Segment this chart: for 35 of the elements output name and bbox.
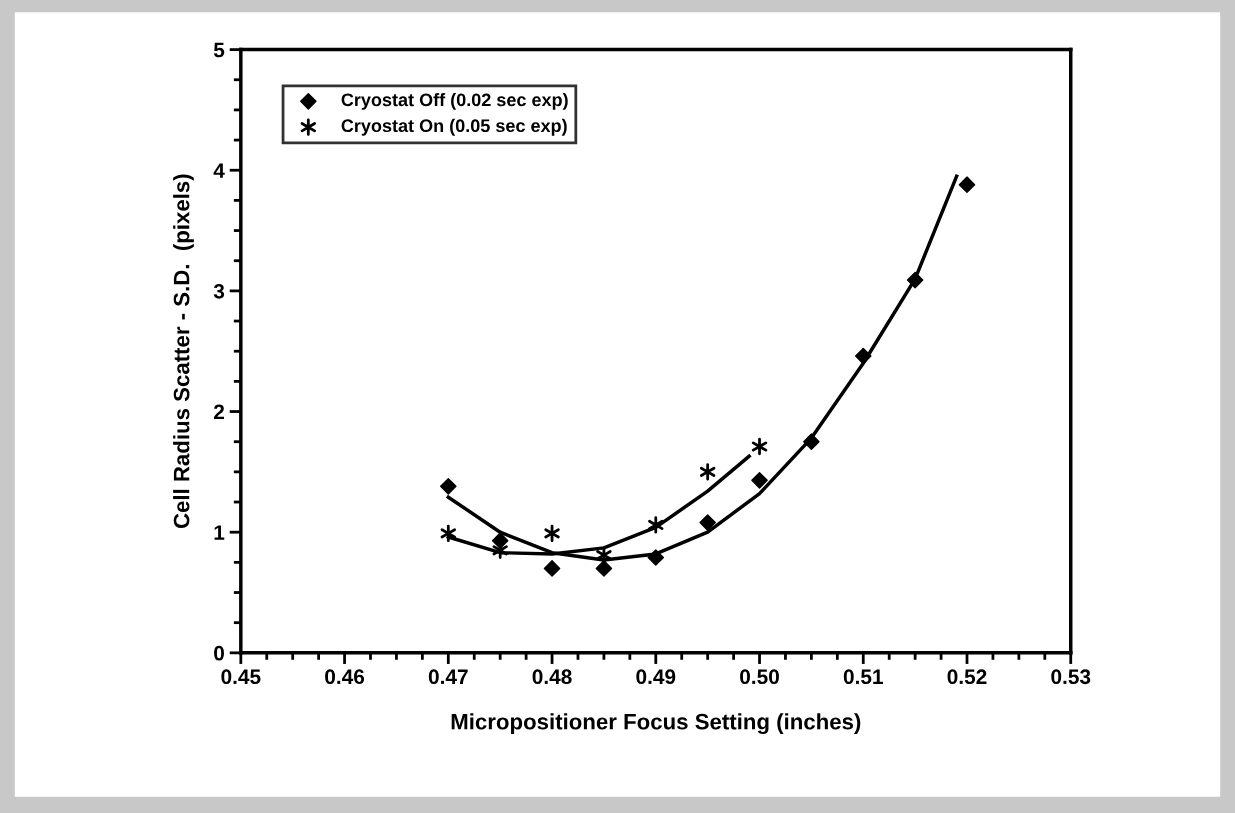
y-tick-label: 3 xyxy=(213,283,225,299)
y-axis-title: Cell Radius Scatter - S.D. (pixels) xyxy=(173,174,194,529)
point xyxy=(906,271,924,289)
x-tick-label: 0.50 xyxy=(740,669,779,685)
point xyxy=(854,347,872,365)
x-axis-title: Micropositioner Focus Setting (inches) xyxy=(451,713,861,735)
point xyxy=(440,524,456,543)
point xyxy=(958,176,976,194)
point xyxy=(595,560,613,577)
point xyxy=(440,478,457,495)
y-tick-label: 1 xyxy=(214,525,225,540)
y-tick-label: 2 xyxy=(213,404,225,420)
point xyxy=(544,524,560,543)
y-tick-label: 0 xyxy=(214,645,224,661)
y-tick-label: 4 xyxy=(213,163,225,178)
x-tick-label: 0.45 xyxy=(221,669,261,685)
point xyxy=(803,433,820,451)
x-tick-label: 0.47 xyxy=(428,669,468,685)
x-tick-label: 0.48 xyxy=(532,669,572,685)
point xyxy=(699,514,716,531)
legend-label: Cryostat On (0.05 sec exp) xyxy=(341,118,567,136)
point xyxy=(751,437,768,456)
point xyxy=(699,463,716,481)
x-tick-label: 0.53 xyxy=(1051,669,1091,685)
x-tick-label: 0.46 xyxy=(325,669,365,685)
legend-label: Cryostat Off (0.02 sec exp) xyxy=(341,92,568,110)
point xyxy=(647,549,665,566)
point xyxy=(596,546,612,564)
point xyxy=(543,560,561,577)
point xyxy=(751,472,768,489)
x-tick-label: 0.52 xyxy=(947,669,987,685)
point xyxy=(648,516,664,534)
x-tick-label: 0.49 xyxy=(636,669,676,685)
y-tick-label: 5 xyxy=(213,42,225,58)
x-tick-label: 0.51 xyxy=(843,669,883,685)
